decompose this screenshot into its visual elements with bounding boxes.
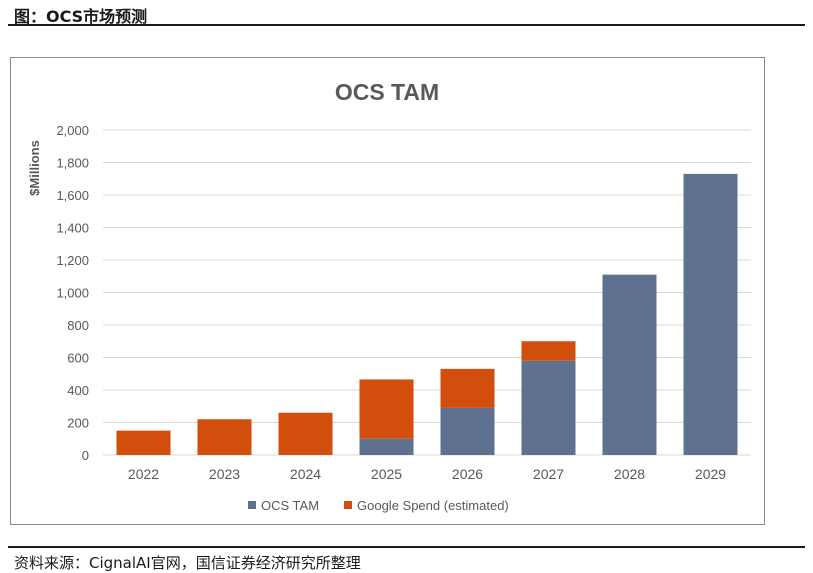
legend-google-spend-swatch	[344, 501, 352, 509]
x-tick-label: 2029	[695, 466, 726, 482]
bar-ocs-tam-2027	[521, 360, 576, 455]
legend: OCS TAM Google Spend (estimated)	[248, 498, 509, 513]
y-tick-label: 200	[67, 416, 89, 431]
bar-google-spend-2026	[440, 368, 495, 408]
bar-google-spend-2022	[116, 430, 171, 455]
y-tick-labels: 0 200 400 600 800 1,000 1,200 1,400 1,600 1,800 2,…	[56, 123, 89, 463]
x-tick-label: 2026	[452, 466, 483, 482]
y-tick-label: 2,000	[56, 123, 89, 138]
bottom-divider	[8, 546, 805, 548]
x-tick-labels: 2022 2023 2024 2025 2026 2027 2028 2029	[128, 466, 726, 482]
figure-title: 图：OCS市场预测	[14, 7, 148, 26]
y-tick-label: 1,200	[56, 253, 89, 268]
bars	[116, 173, 738, 455]
x-tick-label: 2025	[371, 466, 402, 482]
source-note: 资料来源：CignalAI官网，国信证券经济研究所整理	[14, 554, 361, 572]
bar-google-spend-2023	[197, 419, 252, 455]
x-tick-label: 2028	[614, 466, 645, 482]
x-tick-label: 2027	[533, 466, 564, 482]
y-tick-label: 1,600	[56, 188, 89, 203]
legend-ocs-tam-label: OCS TAM	[261, 498, 319, 513]
x-tick-label: 2022	[128, 466, 159, 482]
legend-google-spend-label: Google Spend (estimated)	[357, 498, 509, 513]
y-tick-label: 1,800	[56, 156, 89, 171]
ocs-tam-chart: OCS TAM $Millions 0 200 400 600 800 1,000 1,20…	[27, 79, 751, 513]
x-tick-label: 2024	[290, 466, 321, 482]
y-tick-label: 1,400	[56, 221, 89, 236]
chart-title: OCS TAM	[335, 79, 439, 105]
bar-ocs-tam-2029	[683, 173, 738, 455]
bar-google-spend-2027	[521, 341, 576, 361]
top-divider	[8, 24, 805, 26]
bar-google-spend-2025	[359, 379, 414, 439]
x-tick-label: 2023	[209, 466, 240, 482]
y-tick-label: 1,000	[56, 286, 89, 301]
y-axis-label: $Millions	[27, 140, 42, 196]
bar-ocs-tam-2028	[602, 274, 657, 455]
bar-google-spend-2024	[278, 412, 333, 455]
legend-ocs-tam-swatch	[248, 501, 256, 509]
bar-ocs-tam-2026	[440, 407, 495, 455]
y-tick-label: 0	[82, 448, 89, 463]
chart-frame: OCS TAM $Millions 0 200 400 600 800 1,000 1,20…	[10, 57, 765, 525]
y-tick-label: 800	[67, 318, 89, 333]
y-tick-label: 400	[67, 383, 89, 398]
bar-ocs-tam-2025	[359, 438, 414, 455]
y-tick-label: 600	[67, 351, 89, 366]
